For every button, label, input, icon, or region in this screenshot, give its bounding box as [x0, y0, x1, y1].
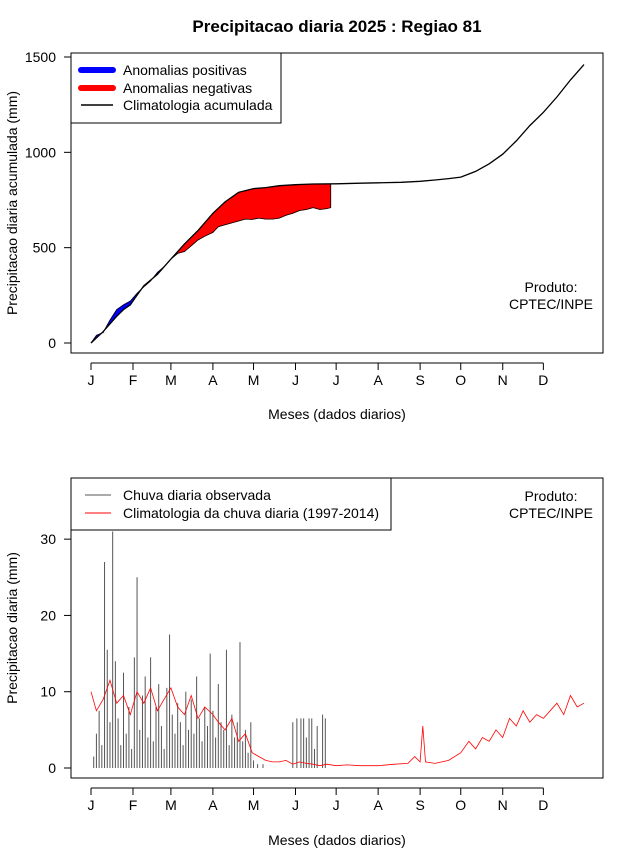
daily-x-tick-label: S — [415, 797, 424, 813]
daily-y-tick-label: 30 — [40, 531, 56, 547]
daily-x-tick-label: A — [208, 797, 218, 813]
credit-line1-daily: Produto: — [525, 488, 578, 504]
daily-x-tick-label: A — [373, 797, 383, 813]
cumulative-x-tick-label: F — [129, 372, 138, 388]
credit-line1: Produto: — [525, 279, 578, 295]
cumulative-y-tick-label: 0 — [48, 335, 56, 351]
climatology-daily-line — [90, 679, 585, 767]
legend-label-observed: Chuva diaria observada — [123, 487, 271, 503]
legend-label-daily-climatology: Climatologia da chuva diaria (1997-2014) — [123, 505, 379, 521]
cumulative-x-tick-label: A — [373, 372, 383, 388]
cumulative-y-tick-label: 1000 — [25, 144, 56, 160]
daily-x-tick-label: J — [292, 797, 299, 813]
cumulative-lines-layer — [90, 64, 585, 344]
anomaly-fill-layer — [90, 183, 332, 344]
credit-line2: CPTEC/INPE — [509, 296, 593, 312]
daily-x-tick-label: M — [165, 797, 177, 813]
cumulative-x-tick-label: D — [538, 372, 548, 388]
cumulative-y-axis-label: Precipitacao diaria acumulada (mm) — [4, 91, 20, 315]
daily-x-tick-label: F — [129, 797, 138, 813]
cumulative-y-tick-label: 1500 — [25, 49, 56, 65]
observed-cumulative-line — [90, 207, 331, 344]
credit-line2-daily: CPTEC/INPE — [509, 505, 593, 521]
cumulative-x-tick-label: J — [292, 372, 299, 388]
daily-x-tick-label: D — [538, 797, 548, 813]
daily-x-tick-label: N — [498, 797, 508, 813]
cumulative-legend: Anomalias positivas Anomalias negativas … — [70, 52, 282, 124]
cumulative-y-tick-label: 500 — [33, 240, 57, 256]
daily-y-axis-label: Precipitacao diaria (mm) — [4, 552, 20, 704]
daily-x-tick-label: O — [455, 797, 466, 813]
daily-y-tick-label: 0 — [48, 760, 56, 776]
cumulative-x-tick-label: M — [248, 372, 260, 388]
daily-climatology-layer — [90, 679, 585, 767]
daily-y-axis: 0 10 20 30 — [40, 531, 72, 776]
legend-label-climatology: Climatologia acumulada — [123, 97, 273, 113]
daily-y-tick-label: 10 — [40, 684, 56, 700]
legend-label-negative: Anomalias negativas — [123, 80, 252, 96]
cumulative-x-axis-label: Meses (dados diarios) — [268, 406, 406, 422]
cumulative-x-tick-label: J — [88, 372, 95, 388]
daily-x-tick-label: J — [333, 797, 340, 813]
daily-x-tick-label: J — [88, 797, 95, 813]
cumulative-y-axis: 0 500 1000 1500 — [25, 49, 72, 351]
cumulative-x-tick-label: N — [498, 372, 508, 388]
daily-bars-layer — [93, 531, 326, 768]
legend-label-positive: Anomalias positivas — [123, 62, 247, 78]
daily-y-tick-label: 20 — [40, 607, 56, 623]
cumulative-panel: 0 500 1000 1500 J F M A M J J A S O N D Precipitacao d… — [4, 49, 604, 422]
daily-legend: Chuva diaria observada Climatologia da c… — [70, 477, 392, 531]
daily-panel: 0 10 20 30 J F M A M J J A S O N D Precipitacao diaria… — [4, 477, 604, 848]
cumulative-x-tick-label: A — [208, 372, 218, 388]
figure-title: Precipitacao diaria 2025 : Regiao 81 — [192, 17, 481, 36]
cumulative-x-tick-label: M — [165, 372, 177, 388]
daily-legend-box — [70, 477, 392, 531]
cumulative-x-tick-label: S — [415, 372, 424, 388]
cumulative-x-tick-label: O — [455, 372, 466, 388]
cumulative-x-tick-label: J — [333, 372, 340, 388]
climatology-cumulative-line — [90, 64, 585, 344]
daily-x-axis-label: Meses (dados diarios) — [268, 832, 406, 848]
daily-x-tick-label: M — [248, 797, 260, 813]
